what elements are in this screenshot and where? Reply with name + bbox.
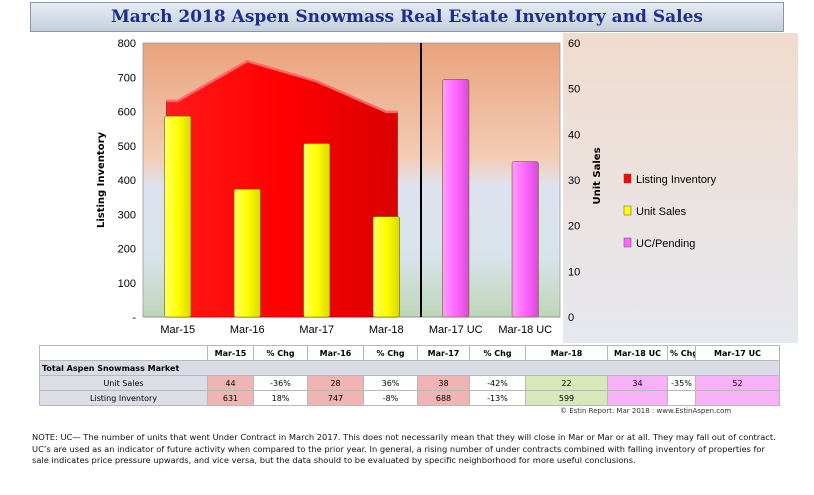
table-cell: -8% bbox=[363, 390, 418, 406]
bar-unit-sales bbox=[303, 143, 331, 318]
y2-tick-label: 30 bbox=[568, 175, 580, 187]
table-cell: -36% bbox=[253, 375, 308, 391]
y-tick-label: 200 bbox=[118, 244, 136, 256]
table-cell bbox=[695, 390, 780, 406]
x-tick-label: Mar-18 bbox=[369, 324, 404, 336]
table-header: Mar-17 UC bbox=[695, 345, 780, 361]
table-header: Mar-15 bbox=[207, 345, 254, 361]
legend-uc-pending-swatch bbox=[623, 237, 632, 248]
x-tick-label: Mar-18 UC bbox=[498, 324, 552, 336]
row-label-unit-sales: Unit Sales bbox=[39, 375, 208, 391]
table-cell: 688 bbox=[417, 390, 470, 406]
table-cell: -42% bbox=[469, 375, 526, 391]
table-row: Listing Inventory 631 18% 747 -8% 688 -1… bbox=[39, 390, 780, 406]
stats-table: Mar-15 % Chg Mar-16 % Chg Mar-17 % Chg M… bbox=[39, 345, 780, 406]
table-header: Mar-17 bbox=[417, 345, 470, 361]
y-tick-label: 400 bbox=[118, 175, 136, 187]
bar-uc-pending bbox=[442, 79, 470, 318]
table-section-title: Total Aspen Snowmass Market bbox=[39, 360, 780, 376]
y2-axis-label: Unit Sales bbox=[592, 147, 603, 204]
y2-tick-label: 0 bbox=[568, 312, 574, 324]
table-cell: 599 bbox=[525, 390, 608, 406]
legend-listing-inventory-swatch bbox=[623, 173, 632, 184]
legend-unit-sales: Unit Sales bbox=[636, 206, 687, 218]
table-header: Mar-16 bbox=[307, 345, 364, 361]
y-tick-label: 100 bbox=[118, 278, 136, 290]
legend-panel bbox=[563, 33, 798, 343]
table-section-row: Total Aspen Snowmass Market bbox=[39, 360, 780, 376]
table-cell: 52 bbox=[695, 375, 780, 391]
row-label-listing-inventory: Listing Inventory bbox=[39, 390, 208, 406]
y2-tick-label: 40 bbox=[568, 129, 580, 141]
table-cell: 631 bbox=[207, 390, 254, 406]
chart: - 100 200 300 400 500 600 700 800 0 10 20 30 40 50 60 Ma… bbox=[96, 33, 798, 343]
table-header: % Chg bbox=[469, 345, 526, 361]
table-header: % Chg bbox=[253, 345, 308, 361]
y2-tick-label: 10 bbox=[568, 266, 580, 278]
x-tick-label: Mar-17 bbox=[299, 324, 334, 336]
y-tick-label: 500 bbox=[118, 141, 136, 153]
footnote: NOTE: UC— The number of units that went … bbox=[32, 432, 776, 465]
y2-tick-label: 50 bbox=[568, 84, 580, 96]
x-tick-label: Mar-15 bbox=[160, 324, 195, 336]
legend-listing-inventory: Listing Inventory bbox=[636, 174, 717, 186]
table-row: Unit Sales 44 -36% 28 36% 38 -42% 22 34 … bbox=[39, 375, 780, 391]
table-header: Mar-18 bbox=[525, 345, 608, 361]
y-tick-label: 600 bbox=[118, 107, 136, 119]
table-cell: -35% bbox=[667, 375, 696, 391]
table-cell bbox=[607, 390, 668, 406]
legend-unit-sales-swatch bbox=[623, 205, 632, 216]
y2-tick-label: 60 bbox=[568, 38, 580, 50]
x-tick-label: Mar-17 UC bbox=[429, 324, 483, 336]
table-cell: 44 bbox=[207, 375, 254, 391]
table-cell: 18% bbox=[253, 390, 308, 406]
table-cell: 22 bbox=[525, 375, 608, 391]
bar-unit-sales bbox=[372, 216, 400, 318]
table-header-row: Mar-15 % Chg Mar-16 % Chg Mar-17 % Chg M… bbox=[39, 345, 780, 361]
table-cell: 28 bbox=[307, 375, 364, 391]
table-corner bbox=[39, 345, 208, 361]
table-cell: 34 bbox=[607, 375, 668, 391]
table-cell: 36% bbox=[363, 375, 418, 391]
table-cell: 747 bbox=[307, 390, 364, 406]
legend-uc-pending: UC/Pending bbox=[636, 238, 695, 250]
x-tick-label: Mar-16 bbox=[230, 324, 265, 336]
bar-unit-sales bbox=[164, 115, 192, 318]
bar-uc-pending bbox=[511, 161, 539, 318]
table-cell: -13% bbox=[469, 390, 526, 406]
bar-unit-sales bbox=[233, 188, 261, 318]
area-listing-inventory-top bbox=[166, 59, 398, 114]
y-tick-label: 700 bbox=[118, 72, 136, 84]
title-bar: March 2018 Aspen Snowmass Real Estate In… bbox=[30, 2, 784, 32]
y-tick-label: 800 bbox=[118, 38, 136, 50]
table-header: % Chg bbox=[363, 345, 418, 361]
table-header: Mar-18 UC bbox=[607, 345, 668, 361]
table-header: % Chg bbox=[667, 345, 696, 361]
y-tick-label: 300 bbox=[118, 209, 136, 221]
y2-tick-label: 20 bbox=[568, 221, 580, 233]
table-cell: 38 bbox=[417, 375, 470, 391]
y-tick-label: - bbox=[132, 312, 136, 324]
table-cell bbox=[667, 390, 696, 406]
chart-title: March 2018 Aspen Snowmass Real Estate In… bbox=[110, 7, 703, 27]
y-axis-label: Listing Inventory bbox=[96, 131, 107, 228]
source-credit: © Estin Report: Mar 2018 : www.EstinAspe… bbox=[560, 407, 732, 415]
